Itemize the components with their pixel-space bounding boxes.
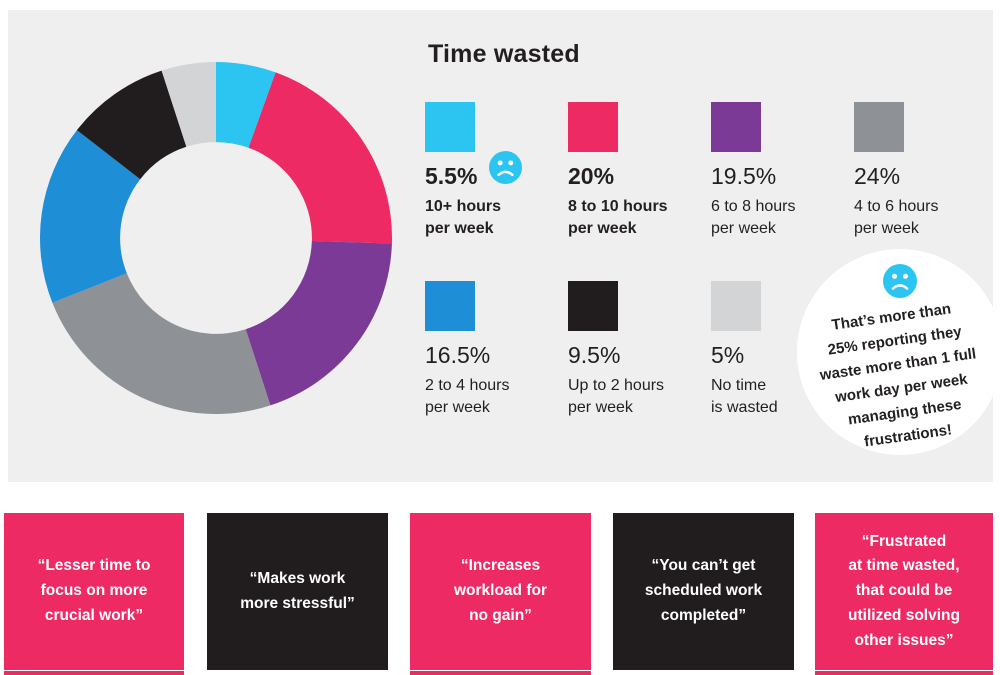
legend-label: 10+ hours per week xyxy=(425,198,502,237)
legend-percent: 5.5% xyxy=(425,163,478,189)
quote-text: “Frustrated at time wasted, that could b… xyxy=(848,532,960,649)
legend-swatch-gray xyxy=(854,102,904,152)
legend-label: 6 to 8 hours per week xyxy=(711,198,796,237)
legend-percent: 19.5% xyxy=(711,163,777,189)
donut-segment xyxy=(248,72,392,244)
quote-box-cropped xyxy=(410,671,591,675)
donut-chart xyxy=(40,62,392,414)
donut-segment xyxy=(245,241,392,406)
callout-bubble: That’s more than 25% reporting they wast… xyxy=(797,249,1000,455)
quote-text: “You can’t get scheduled work completed” xyxy=(644,557,763,624)
legend-item-10plus-hours: 5.5% 10+ hours per week xyxy=(425,102,565,239)
donut-segment xyxy=(161,62,216,147)
legend-item-no-time: 5% No time is wasted xyxy=(711,281,851,418)
legend-swatch-black xyxy=(568,281,618,331)
chart-title: Time wasted xyxy=(428,40,580,68)
legend-item-2-4-hours: 16.5% 2 to 4 hours per week xyxy=(425,281,565,418)
callout-text: That’s more than 25% reporting they wast… xyxy=(819,300,978,451)
legend-item-4-6-hours: 24% 4 to 6 hours per week xyxy=(854,102,994,239)
donut-segment xyxy=(52,273,271,414)
quote-box: “Lesser time to focus on more crucial wo… xyxy=(4,513,184,670)
legend-swatch-light-gray xyxy=(711,281,761,331)
legend-swatch-blue xyxy=(425,281,475,331)
legend-item-8-10-hours: 20% 8 to 10 hours per week xyxy=(568,102,708,239)
quote-box: “Makes work more stressful” xyxy=(207,513,388,670)
donut-segment xyxy=(216,62,276,148)
legend-percent: 24% xyxy=(854,163,901,189)
quote-box: “You can’t get scheduled work completed” xyxy=(613,513,794,670)
legend-swatch-pink xyxy=(568,102,618,152)
legend-item-6-8-hours: 19.5% 6 to 8 hours per week xyxy=(711,102,851,239)
donut-segment xyxy=(40,130,141,303)
quote-text: “Makes work more stressful” xyxy=(240,569,355,612)
quote-text: “Increases workload for no gain” xyxy=(453,557,547,624)
legend-percent: 5% xyxy=(711,342,745,368)
legend-swatch-cyan xyxy=(425,102,475,152)
quote-box: “Frustrated at time wasted, that could b… xyxy=(815,513,993,670)
legend-percent: 16.5% xyxy=(425,342,491,368)
sad-face-icon xyxy=(489,151,522,184)
legend-percent: 20% xyxy=(568,163,615,189)
quote-box: “Increases workload for no gain” xyxy=(410,513,591,670)
quote-box-cropped xyxy=(4,671,184,675)
legend-item-up-to-2-hours: 9.5% Up to 2 hours per week xyxy=(568,281,708,418)
sad-face-icon xyxy=(883,264,917,298)
legend-label: Up to 2 hours per week xyxy=(568,377,665,416)
legend-label: 2 to 4 hours per week xyxy=(425,377,510,416)
quote-text: “Lesser time to focus on more crucial wo… xyxy=(37,557,151,624)
quote-box-cropped xyxy=(815,671,993,675)
legend-label: 4 to 6 hours per week xyxy=(854,198,939,237)
legend-label: No time is wasted xyxy=(711,377,778,416)
donut-segment xyxy=(76,70,187,180)
legend-label: 8 to 10 hours per week xyxy=(568,198,668,237)
legend-percent: 9.5% xyxy=(568,342,621,368)
legend-swatch-purple xyxy=(711,102,761,152)
